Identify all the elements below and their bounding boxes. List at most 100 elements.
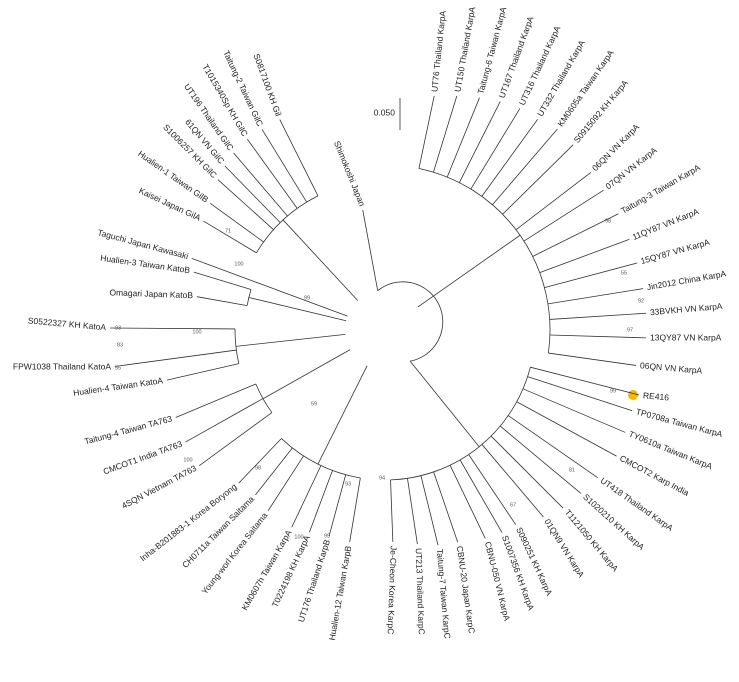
branch — [255, 447, 293, 496]
leaf-label: 33BVKH VN KarpA — [649, 301, 723, 317]
leaf-label: CMCOT1 India TA763 — [102, 439, 184, 477]
leaf-label: UT76 Thailand KarpA — [429, 10, 448, 93]
bootstrap-value: 100 — [183, 457, 192, 463]
branch — [420, 475, 439, 546]
branch — [261, 129, 307, 203]
bootstrap-value: 93 — [115, 325, 121, 331]
leaf-label: Je-Cheon Korea KarpC — [386, 546, 399, 635]
bootstrap-value: 93 — [345, 481, 351, 487]
branch — [527, 376, 633, 412]
branch — [282, 219, 359, 301]
branch — [446, 97, 480, 178]
branch — [407, 478, 418, 545]
branch — [198, 412, 273, 466]
branch — [523, 189, 604, 242]
leaf-label: 13QY87 VN KarpA — [650, 332, 722, 342]
branch — [317, 365, 368, 465]
branch-arc — [246, 289, 252, 306]
leaf-label: RE416 — [643, 390, 670, 402]
branch — [417, 234, 521, 308]
branch — [507, 415, 598, 479]
branch — [114, 349, 237, 367]
branch — [185, 398, 264, 443]
branch — [279, 119, 319, 197]
branch — [547, 288, 644, 305]
branch — [267, 455, 304, 511]
branch — [516, 401, 617, 457]
leaf-label: KM0605a Taiwan KarpA — [555, 48, 616, 129]
highlight-dot — [628, 390, 638, 400]
branch — [253, 280, 348, 317]
branch — [166, 363, 239, 381]
leaf-label: Hualien-12 Taiwan KarpB — [327, 545, 354, 641]
leaf-label: 15QY87 VN KarpA — [639, 237, 711, 266]
leaf-label: S0522327 KH KatoA — [27, 315, 106, 332]
leaf-label: UT150 Thailand KarpA — [452, 6, 477, 93]
leaf-label: Taitung-4 Taiwan TA763 — [83, 413, 173, 446]
branch — [238, 438, 282, 484]
bootstrap-value: 81 — [569, 467, 575, 473]
bootstrap-value: 99 — [324, 533, 330, 539]
branch — [309, 470, 333, 533]
leaf-label: CMCOT2 Karp India — [618, 453, 691, 498]
branch — [544, 262, 638, 289]
branch — [217, 179, 274, 230]
branch-arc — [255, 383, 273, 413]
branch-arc — [418, 168, 551, 354]
scale-label: 0.050 — [374, 107, 396, 117]
branch — [468, 454, 517, 525]
leaf-label: Taitung-7 Taiwan KarpC — [435, 548, 453, 639]
bootstrap-value: 94 — [379, 475, 385, 481]
leaf-label: 11QY87 VN KarpA — [631, 206, 701, 242]
branch — [409, 360, 480, 448]
bootstrap-value: 97 — [627, 327, 633, 333]
bootstrap-value: 99 — [304, 295, 310, 301]
branch — [328, 474, 347, 537]
bootstrap-value: 100 — [294, 534, 303, 540]
bootstrap-value: 99 — [610, 388, 616, 394]
branch — [368, 241, 379, 291]
branch — [193, 271, 252, 290]
branch — [224, 165, 281, 223]
branch — [449, 464, 486, 539]
bootstrap-value: 98 — [605, 218, 611, 224]
branch — [459, 459, 503, 533]
leaf-label: 06QN VN KarpA — [640, 360, 703, 375]
bootstrap-value: 100 — [192, 329, 201, 335]
bootstrap-value: 98 — [255, 465, 261, 471]
branch — [175, 383, 256, 418]
leaf-label: Omagari Japan KatoB — [109, 287, 193, 300]
root-arc — [377, 281, 444, 362]
bootstrap-value: 67 — [510, 502, 516, 508]
branch — [233, 152, 288, 217]
branch — [502, 144, 574, 215]
bootstrap-value: 100 — [234, 261, 243, 267]
branch — [490, 435, 564, 509]
branch — [515, 172, 592, 231]
branch — [291, 465, 322, 528]
branch — [499, 425, 582, 494]
leaf-label: 4SQN Vietnam TA763 — [120, 463, 198, 511]
bootstrap-value: 92 — [638, 298, 644, 304]
bootstrap-value: 55 — [621, 270, 627, 276]
branch — [390, 479, 394, 543]
branch — [481, 444, 544, 518]
branch — [522, 388, 626, 433]
branch — [549, 334, 647, 339]
branch — [548, 352, 637, 366]
branch — [203, 220, 257, 254]
branch — [210, 203, 264, 243]
branch — [362, 209, 369, 242]
branch — [191, 258, 254, 282]
branch — [262, 349, 351, 400]
leaf-label: CBNU-20 Japan KarpC — [455, 545, 477, 634]
branch — [247, 139, 298, 209]
branch — [532, 213, 619, 257]
branch — [433, 471, 459, 543]
branch — [433, 95, 458, 173]
branch — [248, 297, 347, 322]
branch — [539, 239, 630, 273]
leaf-label: Hualien-4 Taiwan KatoA — [73, 375, 164, 398]
branch — [235, 333, 346, 347]
leaf-label: FPW1038 Thailand KatoA — [13, 361, 111, 371]
